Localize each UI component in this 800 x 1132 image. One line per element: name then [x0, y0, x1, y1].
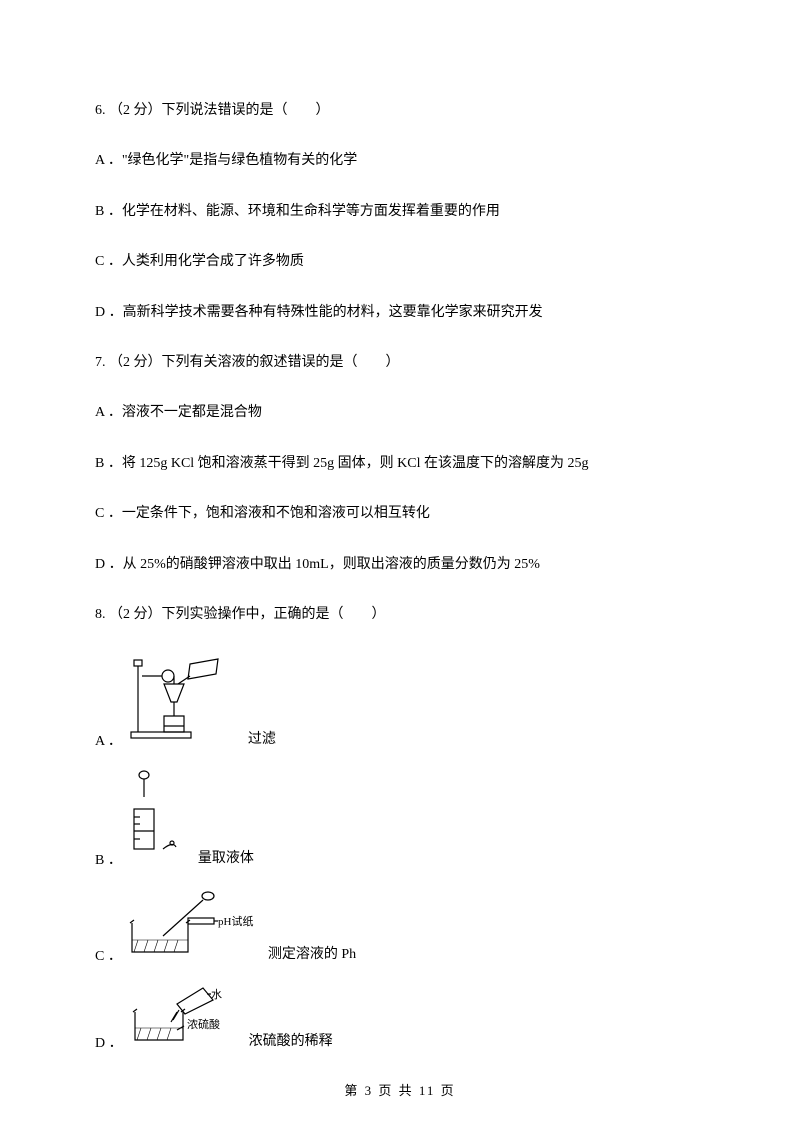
ph-test-diagram-icon: pH试纸: [128, 888, 258, 968]
q8-b-letter: B ．: [95, 854, 122, 872]
q8-b-label: 量取液体: [198, 852, 254, 872]
q8-c-letter: C ．: [95, 950, 122, 968]
q6-opt-a: A ．"绿色化学"是指与绿色植物有关的化学: [95, 150, 705, 172]
q8-opt-c: C ． pH试纸 测定溶液的 Ph: [95, 888, 705, 968]
q7-opt-a: A ．溶液不一定都是混合物: [95, 402, 705, 424]
q6-opt-d: D ．高新科学技术需要各种有特殊性能的材料，这要靠化学家来研究开发: [95, 302, 705, 324]
q7-opt-b: B ．将 125g KCl 饱和溶液蒸干得到 25g 固体，则 KCl 在该温度…: [95, 453, 705, 475]
dilute-acid-diagram-icon: 水 浓硫酸: [129, 984, 239, 1054]
q8-a-letter: A ．: [95, 735, 122, 753]
water-label: 水: [211, 988, 222, 1001]
q7-stem: 7. （2 分）下列有关溶液的叙述错误的是（ ）: [95, 352, 705, 374]
q6-stem: 6. （2 分）下列说法错误的是（ ）: [95, 100, 705, 122]
q7-opt-d: D ．从 25%的硝酸钾溶液中取出 10mL，则取出溶液的质量分数仍为 25%: [95, 554, 705, 576]
q8-a-label: 过滤: [248, 733, 276, 753]
page-footer: 第 3 页 共 11 页: [0, 1081, 800, 1102]
measure-liquid-diagram-icon: [128, 769, 188, 872]
q8-d-letter: D ．: [95, 1037, 123, 1055]
filtration-diagram-icon: [128, 654, 238, 752]
q8-d-label: 浓硫酸的稀释: [249, 1035, 333, 1055]
q6-opt-b: B ．化学在材料、能源、环境和生命科学等方面发挥着重要的作用: [95, 201, 705, 223]
q8-stem: 8. （2 分）下列实验操作中，正确的是（ ）: [95, 604, 705, 626]
q7-opt-c: C ．一定条件下，饱和溶液和不饱和溶液可以相互转化: [95, 503, 705, 525]
q8-c-label: 测定溶液的 Ph: [268, 948, 356, 968]
q8-opt-b: B ． 量取液体: [95, 769, 705, 872]
acid-label: 浓硫酸: [187, 1017, 220, 1031]
ph-paper-label: pH试纸: [218, 915, 253, 928]
q8-opt-d: D ． 水 浓硫酸 浓硫酸的稀释: [95, 984, 705, 1054]
q6-opt-c: C ．人类利用化学合成了许多物质: [95, 251, 705, 273]
q8-opt-a: A ． 过滤: [95, 654, 705, 752]
